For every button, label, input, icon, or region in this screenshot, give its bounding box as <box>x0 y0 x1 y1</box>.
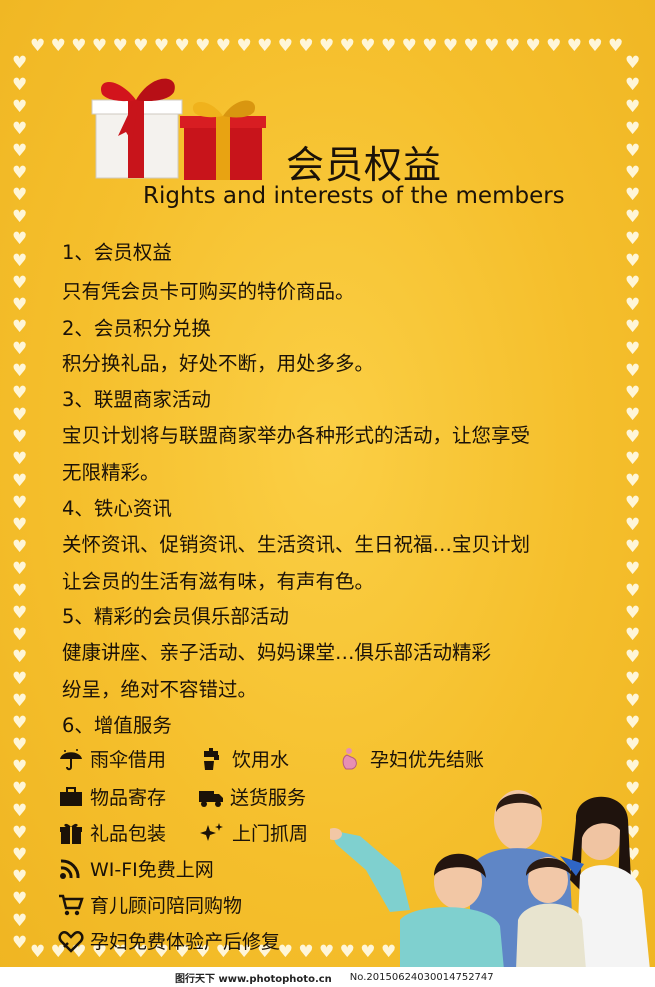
water-tap-icon <box>204 747 219 770</box>
service-item: 礼品包装 <box>58 819 166 846</box>
service-item: 孕妇优先结账 <box>338 745 484 772</box>
heart-border-top: ♥ ♥ ♥ ♥ ♥ ♥ ♥ ♥ ♥ ♥ ♥ ♥ ♥ ♥ ♥ ♥ ♥ ♥ ♥ ♥ … <box>30 38 630 55</box>
section-text: 让会员的生活有滋有味，有声有色。 <box>62 570 375 593</box>
watermark-bar: 图行天下 www.photophoto.cn No.20150624030014… <box>0 967 655 987</box>
page-subtitle: Rights and interests of the members <box>143 183 565 209</box>
service-item: WI-FI免费上网 <box>58 855 214 882</box>
section-heading: 5、精彩的会员俱乐部活动 <box>62 605 289 628</box>
heart-border-right: ♥♥♥♥♥♥♥♥♥♥♥♥♥♥♥♥♥♥♥♥♥♥♥♥♥♥♥♥♥♥♥♥♥♥♥♥♥♥♥♥… <box>625 53 641 952</box>
umbrella-icon <box>60 748 82 770</box>
section-text: 无限精彩。 <box>62 461 160 484</box>
white-gift-box-icon <box>91 78 183 179</box>
sparkle-icon <box>200 822 223 841</box>
gift-box-icon <box>60 823 82 844</box>
service-label: 礼品包装 <box>90 823 167 845</box>
section-text: 关怀资讯、促销资讯、生活资讯、生日祝福…宝贝计划 <box>62 533 531 556</box>
service-label: 育儿顾问陪同购物 <box>90 895 243 917</box>
heart-border-left: ♥♥♥♥♥♥♥♥♥♥♥♥♥♥♥♥♥♥♥♥♥♥♥♥♥♥♥♥♥♥♥♥♥♥♥♥♥♥♥♥… <box>12 53 28 952</box>
pregnant-woman-icon <box>342 747 357 769</box>
shopping-cart-icon <box>59 894 84 915</box>
service-item: 物品寄存 <box>58 783 166 810</box>
section-heading: 1、会员权益 <box>62 241 172 264</box>
service-label: 上门抓周 <box>232 823 309 845</box>
section-heading: 2、会员积分兑换 <box>62 317 211 340</box>
service-label: 孕妇免费体验产后修复 <box>90 931 281 953</box>
wifi-icon <box>60 858 80 879</box>
watermark-id: No.20150624030014752747 <box>349 971 494 983</box>
service-item: 育儿顾问陪同购物 <box>58 891 242 918</box>
section-text: 纷呈，绝对不容错过。 <box>62 678 258 701</box>
section-text: 只有凭会员卡可购买的特价商品。 <box>62 280 355 303</box>
service-label: 雨伞借用 <box>90 749 167 771</box>
section-text: 宝贝计划将与联盟商家举办各种形式的活动，让您享受 <box>62 424 531 447</box>
section-text: 积分换礼品，好处不断，用处多多。 <box>62 352 375 375</box>
section-text: 健康讲座、亲子活动、妈妈课堂…俱乐部活动精彩 <box>62 641 492 664</box>
delivery-truck-icon <box>199 790 223 807</box>
section-heading: 6、增值服务 <box>62 714 172 737</box>
section-heading: 3、联盟商家活动 <box>62 388 211 411</box>
service-item: 送货服务 <box>198 783 306 810</box>
service-label: 孕妇优先结账 <box>370 749 485 771</box>
section-heading: 4、铁心资讯 <box>62 497 172 520</box>
family-photo <box>330 790 650 970</box>
service-label: WI-FI免费上网 <box>90 859 214 881</box>
red-gift-box-icon <box>180 100 266 180</box>
service-label: 饮用水 <box>232 749 290 771</box>
gift-boxes-illustration <box>91 78 266 180</box>
service-item: 上门抓周 <box>200 819 308 846</box>
service-label: 送货服务 <box>230 787 307 809</box>
service-item: 孕妇免费体验产后修复 <box>58 927 280 954</box>
service-item: 饮用水 <box>200 745 289 772</box>
page-title: 会员权益 <box>286 143 443 187</box>
heart-care-icon <box>58 930 84 953</box>
briefcase-icon <box>60 786 82 806</box>
watermark-site: 图行天下 www.photophoto.cn <box>175 973 332 985</box>
service-label: 物品寄存 <box>90 787 167 809</box>
service-item: 雨伞借用 <box>58 745 166 772</box>
